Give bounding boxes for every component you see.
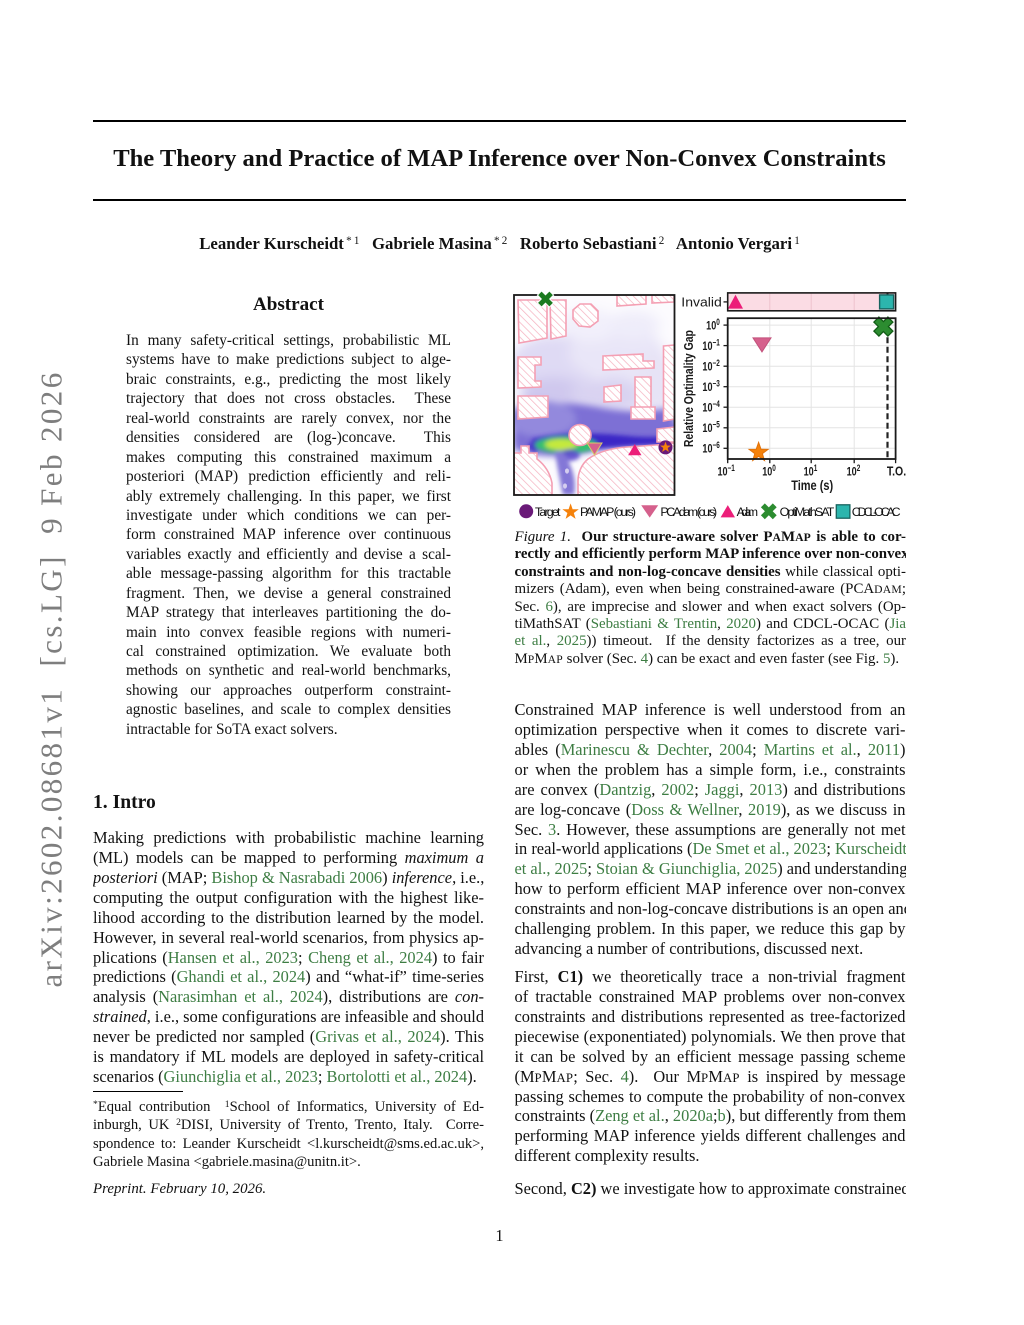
svg-text:100: 100 xyxy=(762,463,776,479)
svg-text:Target: Target xyxy=(535,505,561,519)
svg-text:T.O.: T.O. xyxy=(887,463,906,478)
svg-text:PCAdam (ours): PCAdam (ours) xyxy=(660,505,717,519)
svg-text:102: 102 xyxy=(847,463,861,479)
svg-text:10−1: 10−1 xyxy=(717,463,735,479)
svg-text:10−3: 10−3 xyxy=(702,378,719,394)
svg-text:Adam: Adam xyxy=(737,505,759,519)
svg-text:PAMAP (ours): PAMAP (ours) xyxy=(580,505,636,519)
svg-text:10−6: 10−6 xyxy=(702,440,719,456)
svg-text:101: 101 xyxy=(804,463,818,479)
svg-text:Relative Optimality Gap: Relative Optimality Gap xyxy=(681,330,696,447)
svg-text:10−2: 10−2 xyxy=(702,358,719,374)
svg-text:10−1: 10−1 xyxy=(702,337,720,353)
svg-text:Invalid: Invalid xyxy=(681,294,722,309)
svg-text:CDCL-OCAC: CDCL-OCAC xyxy=(852,505,901,519)
svg-text:Time (s): Time (s) xyxy=(791,478,833,493)
svg-text:10−5: 10−5 xyxy=(702,420,720,436)
svg-text:100: 100 xyxy=(706,317,720,333)
svg-text:OptiMathSAT: OptiMathSAT xyxy=(780,505,835,519)
svg-text:10−4: 10−4 xyxy=(702,399,720,415)
